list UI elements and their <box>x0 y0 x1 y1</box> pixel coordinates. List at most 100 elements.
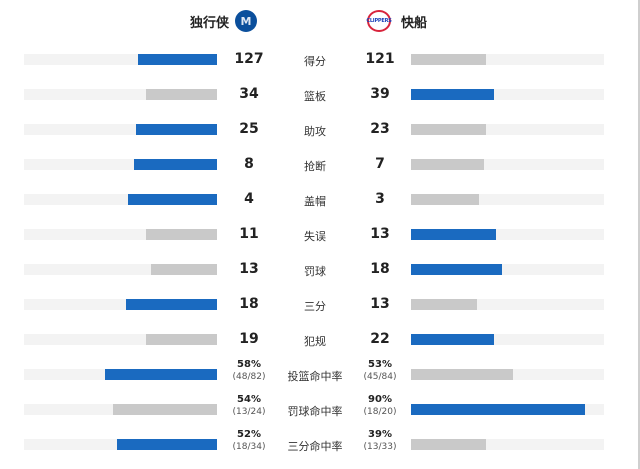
stat-row: 127 121 得分 <box>0 44 640 76</box>
bar-track-left <box>24 264 217 275</box>
bar-track-left <box>24 54 217 65</box>
bar-fill-right <box>411 89 494 100</box>
stat-row: 58% (48/82) 53% (45/84) 投篮命中率 <box>0 359 640 391</box>
stat-row: 18 13 三分 <box>0 289 640 321</box>
bar-fill-right <box>411 334 494 345</box>
stat-value-left: 18 <box>239 296 259 312</box>
clippers-logo-icon: CLIPPERS <box>366 10 392 32</box>
stat-pct-left: 58% <box>237 359 261 370</box>
stat-value-left: 11 <box>239 226 259 242</box>
bar-fill-right <box>411 194 479 205</box>
stat-value-right: 13 <box>370 226 390 242</box>
bar-track-right <box>411 124 604 135</box>
bar-track-right <box>411 229 604 240</box>
bar-fill-left <box>146 229 217 240</box>
bar-fill-left <box>105 369 217 380</box>
stat-value-right: 3 <box>375 191 385 207</box>
stat-frac-right: (18/20) <box>363 407 397 417</box>
stat-value-right: 18 <box>370 261 390 277</box>
stat-label: 抢断 <box>304 160 326 173</box>
bar-track-left <box>24 159 217 170</box>
bar-fill-left <box>134 159 217 170</box>
stat-value-right: 121 <box>365 51 395 67</box>
bar-track-left <box>24 89 217 100</box>
stat-value-left: 34 <box>239 86 259 102</box>
bar-track-left <box>24 299 217 310</box>
bar-fill-left <box>117 439 217 450</box>
stat-value-right: 23 <box>370 121 390 137</box>
stat-frac-left: (48/82) <box>232 372 266 382</box>
bar-fill-right <box>411 439 486 450</box>
stat-frac-right: (45/84) <box>363 372 397 382</box>
bar-fill-right <box>411 299 477 310</box>
stat-row: 8 7 抢断 <box>0 149 640 181</box>
stat-value-left: 127 <box>234 51 264 67</box>
team-name-right: 快船 <box>401 15 428 31</box>
stat-pct-right: 53% <box>368 359 392 370</box>
stat-row: 54% (13/24) 90% (18/20) 罚球命中率 <box>0 394 640 426</box>
bar-track-right <box>411 404 604 415</box>
scrollbar-edge <box>638 0 640 469</box>
bar-fill-right <box>411 54 486 65</box>
stat-value-right: 13 <box>370 296 390 312</box>
bar-fill-right <box>411 404 585 415</box>
stat-label: 投篮命中率 <box>287 370 343 383</box>
stat-pct-right: 90% <box>368 394 392 405</box>
stat-label: 犯规 <box>304 335 326 348</box>
stat-row: 34 39 篮板 <box>0 79 640 111</box>
bar-track-left <box>24 369 217 380</box>
bar-fill-left <box>126 299 217 310</box>
stat-pct-left: 52% <box>237 429 261 440</box>
bar-track-right <box>411 334 604 345</box>
stat-value-left: 8 <box>244 156 254 172</box>
bar-fill-right <box>411 369 513 380</box>
bar-fill-left <box>128 194 217 205</box>
bar-track-left <box>24 334 217 345</box>
stat-row: 25 23 助攻 <box>0 114 640 146</box>
stat-value-right: 7 <box>375 156 385 172</box>
bar-track-right <box>411 369 604 380</box>
bar-track-right <box>411 54 604 65</box>
bar-fill-left <box>146 89 217 100</box>
team-name-left: 独行侠 <box>190 15 230 31</box>
bar-fill-left <box>113 404 217 415</box>
bar-track-right <box>411 264 604 275</box>
bar-track-right <box>411 89 604 100</box>
stat-frac-right: (13/33) <box>363 442 397 452</box>
stat-value-left: 4 <box>244 191 254 207</box>
stat-row: 13 18 罚球 <box>0 254 640 286</box>
stat-label: 助攻 <box>304 125 326 138</box>
stat-pct-right: 39% <box>368 429 392 440</box>
bar-fill-right <box>411 159 484 170</box>
stat-row: 52% (18/34) 39% (13/33) 三分命中率 <box>0 429 640 461</box>
bar-track-left <box>24 194 217 205</box>
stat-value-left: 13 <box>239 261 259 277</box>
stat-label: 盖帽 <box>304 195 326 208</box>
stat-label: 失误 <box>304 230 326 243</box>
team-header-left: 独行侠 M <box>190 8 258 34</box>
bar-track-left <box>24 439 217 450</box>
bar-fill-right <box>411 229 496 240</box>
bar-track-right <box>411 439 604 450</box>
stat-label: 罚球 <box>304 265 326 278</box>
bar-fill-left <box>146 334 217 345</box>
stat-row: 11 13 失误 <box>0 219 640 251</box>
bar-fill-left <box>151 264 217 275</box>
stat-row: 19 22 犯规 <box>0 324 640 356</box>
stat-value-right: 39 <box>370 86 390 102</box>
bar-fill-right <box>411 124 486 135</box>
stat-label: 三分 <box>304 300 326 313</box>
bar-track-right <box>411 194 604 205</box>
stat-value-right: 22 <box>370 331 390 347</box>
stat-value-left: 25 <box>239 121 259 137</box>
bar-fill-right <box>411 264 502 275</box>
bar-track-left <box>24 404 217 415</box>
stat-row: 4 3 盖帽 <box>0 184 640 216</box>
stat-pct-left: 54% <box>237 394 261 405</box>
bar-track-left <box>24 229 217 240</box>
bar-fill-left <box>136 124 217 135</box>
bar-fill-left <box>138 54 217 65</box>
stat-label: 得分 <box>304 55 326 68</box>
team-header-right: CLIPPERS 快船 <box>366 8 428 34</box>
